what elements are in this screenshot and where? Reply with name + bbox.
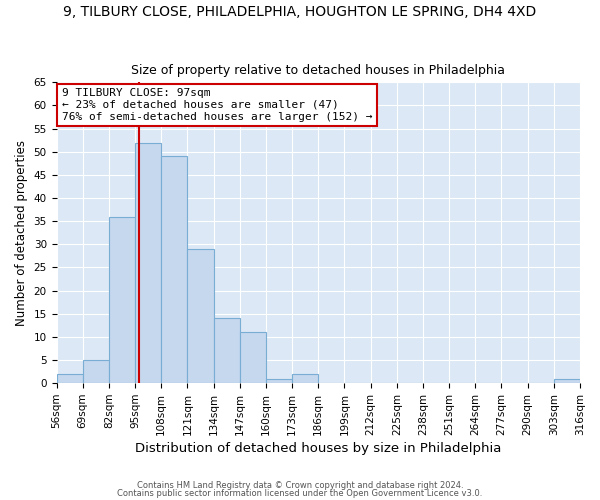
- Bar: [240, 332, 266, 383]
- Bar: [161, 156, 187, 383]
- Y-axis label: Number of detached properties: Number of detached properties: [15, 140, 28, 326]
- Bar: [109, 216, 135, 383]
- Bar: [214, 318, 240, 383]
- X-axis label: Distribution of detached houses by size in Philadelphia: Distribution of detached houses by size …: [135, 442, 502, 455]
- Bar: [266, 378, 292, 383]
- Bar: [135, 142, 161, 383]
- Bar: [554, 378, 580, 383]
- Text: Contains HM Land Registry data © Crown copyright and database right 2024.: Contains HM Land Registry data © Crown c…: [137, 481, 463, 490]
- Text: 9 TILBURY CLOSE: 97sqm
← 23% of detached houses are smaller (47)
76% of semi-det: 9 TILBURY CLOSE: 97sqm ← 23% of detached…: [62, 88, 372, 122]
- Bar: [83, 360, 109, 383]
- Title: Size of property relative to detached houses in Philadelphia: Size of property relative to detached ho…: [131, 64, 505, 77]
- Text: Contains public sector information licensed under the Open Government Licence v3: Contains public sector information licen…: [118, 488, 482, 498]
- Bar: [187, 249, 214, 383]
- Bar: [292, 374, 318, 383]
- Bar: [56, 374, 83, 383]
- Text: 9, TILBURY CLOSE, PHILADELPHIA, HOUGHTON LE SPRING, DH4 4XD: 9, TILBURY CLOSE, PHILADELPHIA, HOUGHTON…: [64, 5, 536, 19]
